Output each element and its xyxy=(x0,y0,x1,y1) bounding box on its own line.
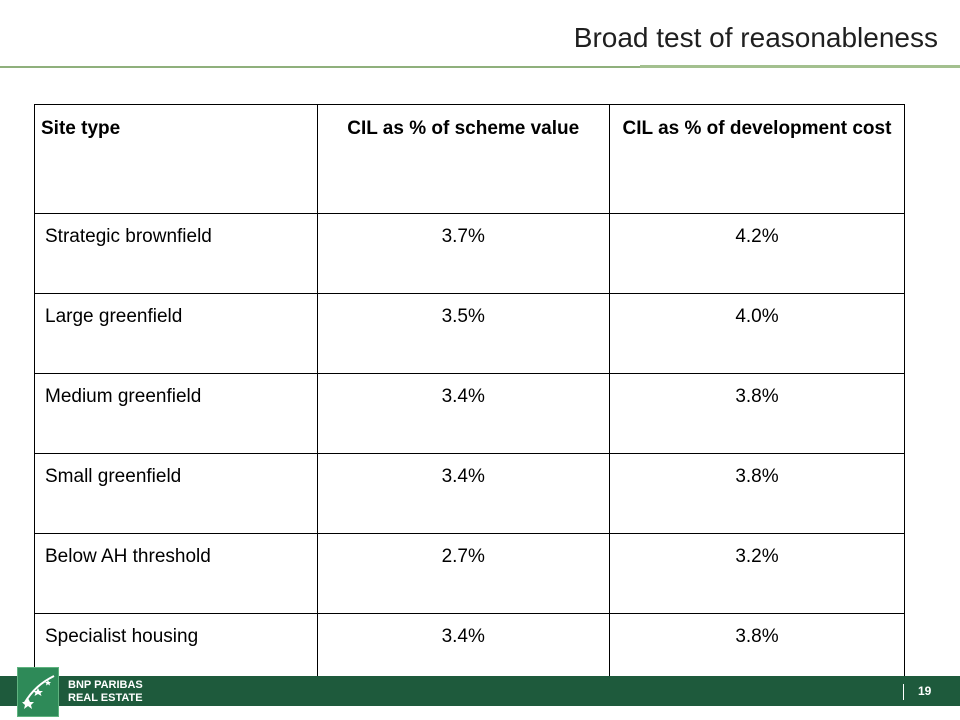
header-cil-scheme-value: CIL as % of scheme value xyxy=(316,104,610,214)
site-type-cell: Below AH threshold xyxy=(34,533,318,614)
cil-dev-cell: 3.8% xyxy=(608,453,906,534)
logo-line-2: REAL ESTATE xyxy=(68,692,143,704)
cil-scheme-cell: 3.4% xyxy=(316,453,610,534)
logo-line-1: BNP PARIBAS xyxy=(68,679,143,691)
bnp-stars-logo-icon xyxy=(17,667,59,717)
site-type-cell: Medium greenfield xyxy=(34,373,318,454)
table-row: Below AH threshold 2.7% 3.2% xyxy=(34,533,906,614)
company-logo-text: BNP PARIBAS REAL ESTATE xyxy=(68,679,143,705)
footer-bar xyxy=(0,676,960,706)
page-number-separator xyxy=(903,684,904,700)
table-row: Strategic brownfield 3.7% 4.2% xyxy=(34,213,906,294)
site-type-cell: Large greenfield xyxy=(34,293,318,374)
cil-dev-cell: 3.2% xyxy=(608,533,906,614)
cil-scheme-cell: 2.7% xyxy=(316,533,610,614)
table-row: Medium greenfield 3.4% 3.8% xyxy=(34,373,906,454)
table-row: Small greenfield 3.4% 3.8% xyxy=(34,453,906,534)
cil-dev-cell: 3.8% xyxy=(608,373,906,454)
header-cil-development-cost: CIL as % of development cost xyxy=(608,104,906,214)
title-divider-accent xyxy=(640,65,960,68)
page-number: 19 xyxy=(918,684,932,698)
cil-scheme-cell: 3.7% xyxy=(316,213,610,294)
cil-dev-cell: 4.2% xyxy=(608,213,906,294)
cil-scheme-cell: 3.5% xyxy=(316,293,610,374)
table-row: Large greenfield 3.5% 4.0% xyxy=(34,293,906,374)
title-divider xyxy=(0,66,960,68)
site-type-cell: Strategic brownfield xyxy=(34,213,318,294)
site-type-cell: Small greenfield xyxy=(34,453,318,534)
slide-title: Broad test of reasonableness xyxy=(573,22,938,53)
table-header-row: Site type CIL as % of scheme value CIL a… xyxy=(34,104,906,214)
cil-dev-cell: 4.0% xyxy=(608,293,906,374)
cil-scheme-cell: 3.4% xyxy=(316,373,610,454)
cil-table: Site type CIL as % of scheme value CIL a… xyxy=(34,104,906,697)
header-site-type: Site type xyxy=(34,104,318,214)
